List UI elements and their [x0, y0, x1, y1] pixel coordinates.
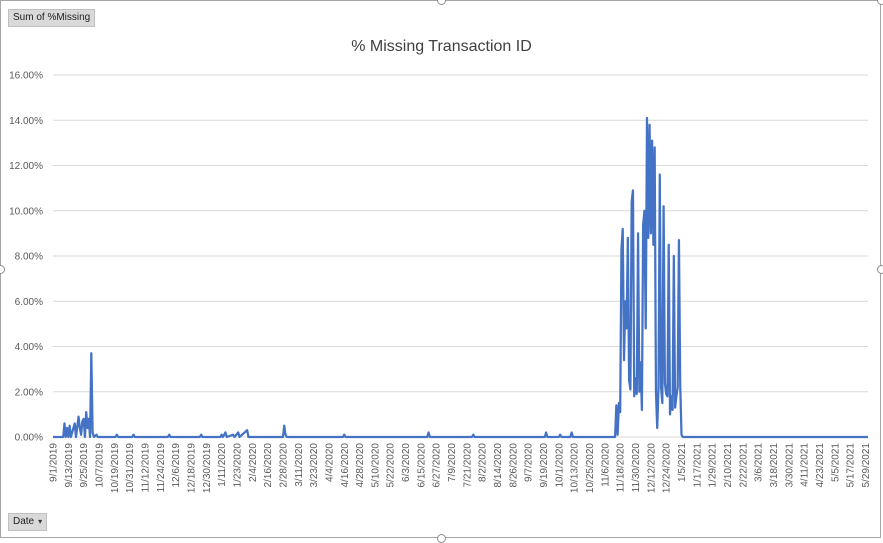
- x-tick-label: 11/12/2019: [140, 443, 151, 493]
- x-axis-ticks: 9/1/2019 9/13/2019 9/25/2019 10/7/2019 10/19…: [49, 443, 872, 493]
- x-tick-label: 5/29/2021: [861, 443, 872, 488]
- x-tick-label: 4/28/2020: [355, 443, 366, 488]
- x-tick-label: 12/30/2019: [202, 443, 213, 493]
- x-tick-label: 11/24/2019: [156, 443, 167, 493]
- x-tick-label: 9/25/2019: [79, 443, 90, 488]
- x-tick-label: 2/28/2020: [278, 443, 289, 488]
- y-tick-label: 0.00%: [15, 433, 43, 444]
- x-tick-label: 4/23/2021: [815, 443, 826, 488]
- x-tick-label: 9/7/2020: [524, 443, 535, 482]
- gridlines: [53, 74, 868, 438]
- x-tick-label: 4/16/2020: [340, 443, 351, 488]
- y-tick-label: 2.00%: [15, 387, 43, 398]
- value-field-label: Sum of %Missing: [13, 12, 91, 23]
- x-tick-label: 8/26/2020: [508, 443, 519, 488]
- x-tick-label: 9/1/2019: [49, 443, 60, 482]
- axis-field-label: Date: [13, 516, 35, 527]
- x-tick-label: 1/29/2021: [708, 443, 719, 488]
- y-tick-label: 6.00%: [15, 297, 43, 308]
- x-tick-label: 2/10/2021: [723, 443, 734, 488]
- x-tick-label: 2/4/2020: [248, 443, 259, 482]
- x-tick-label: 4/11/2021: [800, 443, 811, 487]
- x-tick-label: 10/25/2020: [585, 443, 596, 493]
- x-tick-label: 1/5/2021: [677, 443, 688, 482]
- x-tick-label: 6/15/2020: [416, 443, 427, 488]
- x-tick-label: 7/9/2020: [447, 443, 458, 482]
- x-tick-label: 10/7/2019: [94, 443, 105, 488]
- x-tick-label: 10/31/2019: [125, 443, 136, 493]
- x-tick-label: 6/3/2020: [401, 443, 412, 482]
- x-tick-label: 10/13/2020: [570, 443, 581, 493]
- x-tick-label: 9/19/2020: [539, 443, 550, 488]
- x-tick-label: 2/22/2021: [738, 443, 749, 488]
- resize-handle-top-right[interactable]: [877, 0, 883, 5]
- x-tick-label: 11/30/2020: [631, 443, 642, 493]
- y-tick-label: 14.00%: [9, 116, 43, 127]
- x-tick-label: 9/13/2019: [64, 443, 75, 488]
- resize-handle-right[interactable]: [877, 265, 883, 274]
- resize-handle-left[interactable]: [0, 265, 5, 274]
- chevron-down-icon[interactable]: ▾: [38, 517, 43, 526]
- x-tick-label: 8/14/2020: [493, 443, 504, 488]
- y-tick-label: 10.00%: [9, 206, 43, 217]
- x-tick-label: 3/30/2021: [784, 443, 795, 488]
- x-tick-label: 3/23/2020: [309, 443, 320, 488]
- series-line[interactable]: [53, 116, 868, 439]
- x-tick-label: 10/1/2020: [554, 443, 565, 488]
- x-tick-label: 12/12/2020: [646, 443, 657, 493]
- x-tick-label: 5/10/2020: [370, 443, 381, 488]
- chart-title: % Missing Transaction ID: [351, 38, 532, 55]
- x-tick-label: 5/5/2021: [830, 443, 841, 482]
- x-tick-label: 12/18/2019: [186, 443, 197, 493]
- x-tick-label: 12/24/2020: [662, 443, 673, 493]
- x-tick-label: 7/21/2020: [462, 443, 473, 488]
- x-tick-label: 5/22/2020: [386, 443, 397, 488]
- x-tick-label: 3/11/2020: [294, 443, 305, 487]
- x-tick-label: 5/17/2021: [846, 443, 857, 488]
- x-tick-label: 3/18/2021: [769, 443, 780, 488]
- x-tick-label: 11/18/2020: [616, 443, 627, 493]
- series-layer: [53, 116, 868, 439]
- value-field-button[interactable]: Sum of %Missing: [8, 9, 96, 27]
- resize-handle-top[interactable]: [437, 0, 446, 5]
- x-tick-label: 3/6/2021: [754, 443, 765, 482]
- y-tick-label: 4.00%: [15, 342, 43, 353]
- x-tick-label: 11/6/2020: [600, 443, 611, 487]
- axis-field-button[interactable]: Date ▾: [8, 513, 48, 531]
- x-tick-label: 1/23/2020: [232, 443, 243, 488]
- x-tick-label: 10/19/2019: [110, 443, 121, 493]
- y-axis-ticks: 0.00% 2.00% 4.00% 6.00% 8.00% 10.00% 12.00% 14.…: [9, 71, 43, 444]
- x-tick-label: 6/27/2020: [432, 443, 443, 488]
- x-tick-label: 12/6/2019: [171, 443, 182, 488]
- y-tick-label: 16.00%: [9, 71, 43, 82]
- y-tick-label: 12.00%: [9, 161, 43, 172]
- x-tick-label: 1/17/2021: [692, 443, 703, 488]
- x-tick-label: 2/16/2020: [263, 443, 274, 488]
- y-tick-label: 8.00%: [15, 252, 43, 263]
- x-tick-label: 8/2/2020: [478, 443, 489, 482]
- x-tick-label: 1/11/2020: [217, 443, 228, 487]
- x-tick-label: 4/4/2020: [324, 443, 335, 482]
